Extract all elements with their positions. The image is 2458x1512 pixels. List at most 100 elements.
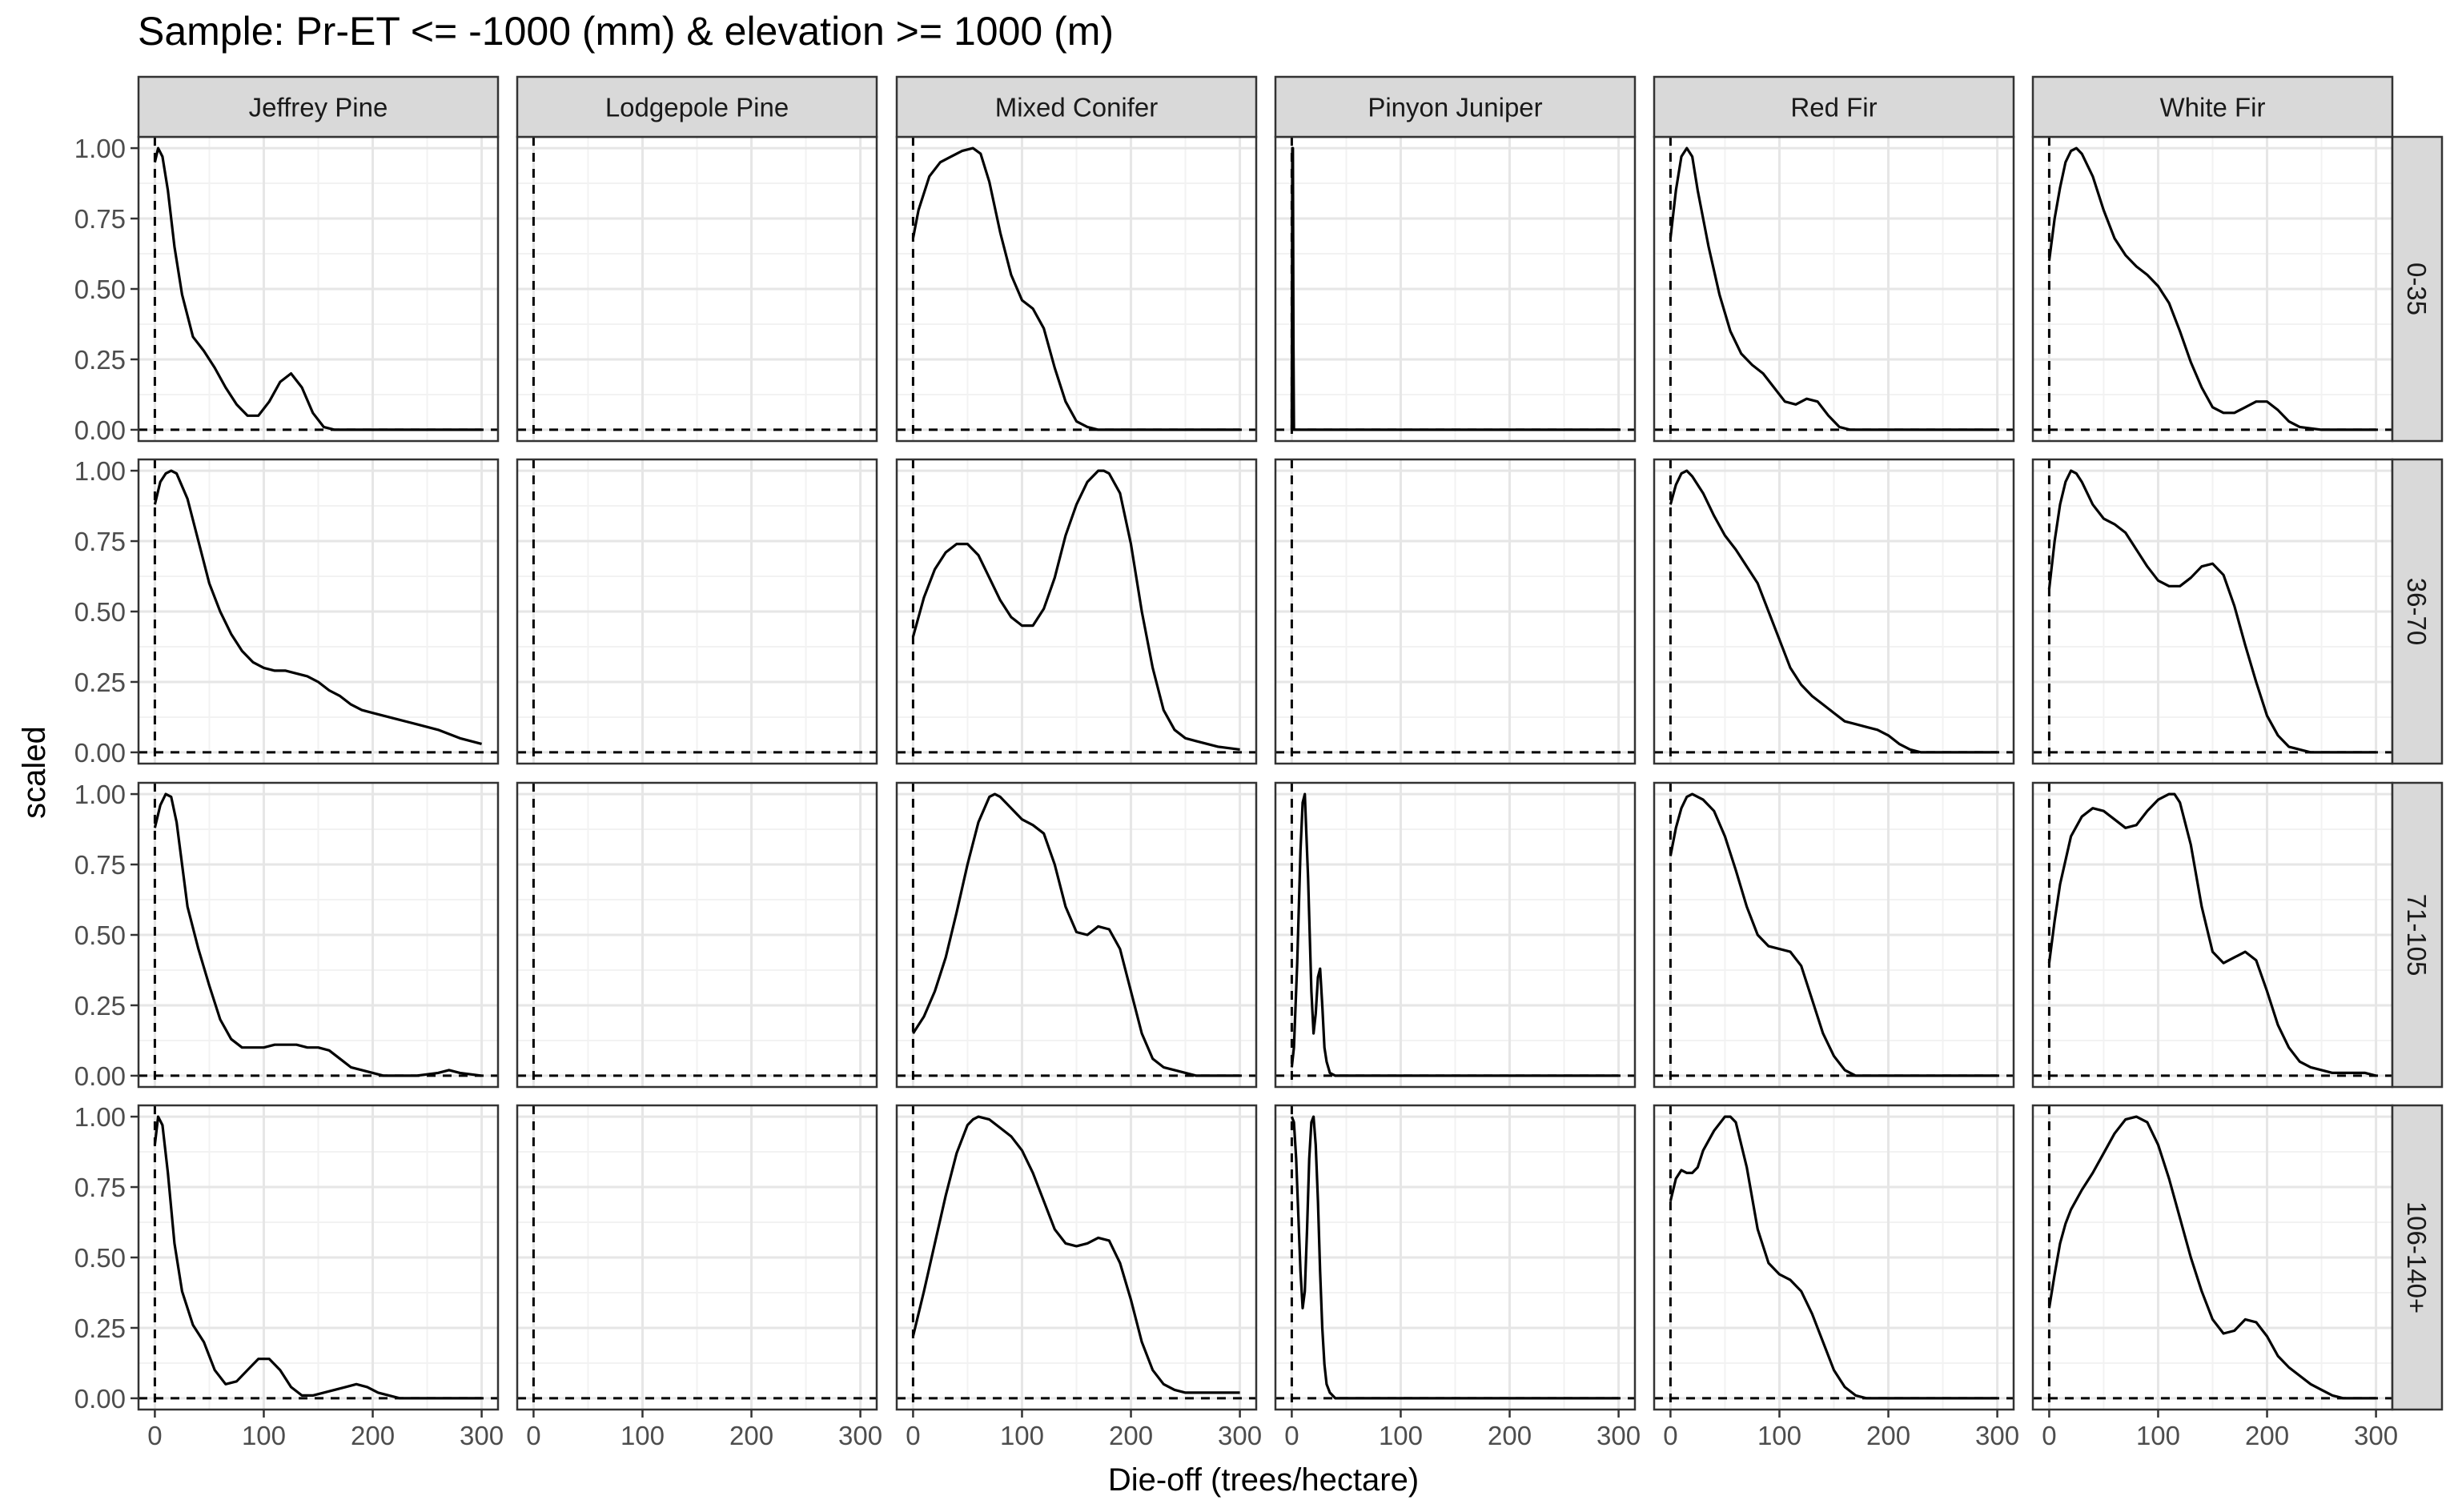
density-line-jeffrey-pine-106-140+ (153, 1115, 482, 1400)
column-strip-background (2031, 75, 2394, 138)
y-tick-label: 0.00 (74, 1061, 126, 1091)
row-strip-background (2391, 458, 2444, 765)
y-tick-label: 0.25 (74, 1313, 126, 1343)
facet-panel-r1-c2 (895, 458, 1258, 765)
facet-panel-r1-c3 (1274, 458, 1637, 765)
panel-border (895, 781, 1258, 1089)
facet-panel-r0-c0: 0.00 0.25 0.50 0.75 1.00 (74, 134, 500, 445)
facet-panel-r1-c4 (1653, 458, 2015, 765)
panel-border (1653, 1104, 2015, 1411)
panel-border (895, 458, 1258, 765)
y-axis-label: scaled (17, 726, 52, 819)
column-strip-jeffrey-pine: Jeffrey Pine (137, 75, 500, 138)
density-line-jeffrey-pine-0-35 (153, 146, 482, 431)
facet-panel-r3-c4: 0 100 200 300 (1653, 1104, 2019, 1450)
facet-panel-r0-c1 (516, 135, 878, 443)
facet-panel-r0-c2 (895, 135, 1258, 443)
density-line-mixed-conifer-71-105 (912, 792, 1240, 1077)
column-strip-background (137, 75, 500, 138)
column-strip-background (895, 75, 1258, 138)
density-line-pinyon-juniper-106-140+ (1290, 1115, 1619, 1400)
column-strip-mixed-conifer: Mixed Conifer (895, 75, 1258, 138)
y-tick-label: 1.00 (74, 780, 126, 809)
row-strip-label: 36-70 (2402, 578, 2432, 645)
panel-border (1274, 1104, 1637, 1411)
x-tick-label: 100 (1379, 1421, 1423, 1450)
panel-border (1653, 781, 2015, 1089)
column-strip-pinyon-juniper: Pinyon Juniper (1274, 75, 1637, 138)
facet-panel-r2-c3 (1274, 781, 1637, 1089)
panel-border (516, 1104, 878, 1411)
panel-border (1653, 458, 2015, 765)
facet-panel-r2-c4 (1653, 781, 2015, 1089)
column-strip-background (1653, 75, 2015, 138)
panel-border (895, 1104, 1258, 1411)
x-tick-label: 300 (1975, 1421, 2019, 1450)
x-axis-label: Die-off (trees/hectare) (1108, 1462, 1419, 1498)
y-tick-label: 1.00 (74, 134, 126, 163)
x-tick-label: 100 (1000, 1421, 1044, 1450)
facet-panel-r3-c1: 0 100 200 300 (516, 1104, 882, 1450)
x-tick-label: 300 (838, 1421, 882, 1450)
facet-panel-r2-c2 (895, 781, 1258, 1089)
panels-layer: 0.00 0.25 0.50 0.75 1.00 0-35 0.00 0.25 0.50 0.75… (74, 75, 2444, 1450)
density-line-mixed-conifer-106-140+ (911, 1115, 1240, 1394)
facet-panel-r3-c3: 0 100 200 300 (1274, 1104, 1641, 1450)
x-tick-label: 0 (906, 1421, 920, 1450)
facet-panel-r1-c1 (516, 458, 878, 765)
x-tick-label: 200 (1109, 1421, 1153, 1450)
density-line-red-fir-106-140+ (1669, 1115, 1998, 1400)
row-strip-106-140+: 106-140+ (2391, 1104, 2444, 1411)
density-line-white-fir-71-105 (2047, 792, 2376, 1077)
x-tick-label: 100 (1757, 1421, 1801, 1450)
x-tick-label: 0 (147, 1421, 162, 1450)
y-tick-label: 0.25 (74, 345, 126, 375)
row-strip-background (2391, 781, 2444, 1089)
y-tick-label: 0.25 (74, 668, 126, 697)
column-strip-label: Jeffrey Pine (249, 93, 388, 122)
x-tick-label: 300 (1218, 1421, 1262, 1450)
panel-border (516, 458, 878, 765)
facet-panel-r1-c5 (2031, 458, 2394, 765)
x-tick-label: 100 (242, 1421, 286, 1450)
facet-panel-r3-c2: 0 100 200 300 (895, 1104, 1262, 1450)
x-tick-label: 300 (460, 1421, 504, 1450)
y-tick-label: 0.50 (74, 920, 126, 950)
y-tick-label: 0.75 (74, 1173, 126, 1202)
facet-panel-r3-c0: 0.00 0.25 0.50 0.75 1.00 0 100 200 300 (74, 1102, 504, 1450)
facet-panel-r3-c5: 0 100 200 300 (2031, 1104, 2398, 1450)
y-tick-label: 0.75 (74, 204, 126, 234)
row-strip-label: 71-105 (2402, 894, 2432, 977)
x-tick-label: 300 (2354, 1421, 2398, 1450)
y-tick-label: 0.00 (74, 1384, 126, 1414)
density-line-red-fir-0-35 (1669, 146, 1998, 431)
x-tick-label: 200 (351, 1421, 395, 1450)
y-tick-label: 0.75 (74, 850, 126, 880)
density-line-red-fir-71-105 (1669, 792, 1998, 1077)
column-strip-label: Red Fir (1790, 93, 1877, 122)
row-strip-71-105: 71-105 (2391, 781, 2444, 1089)
column-strip-white-fir: White Fir (2031, 75, 2394, 138)
column-strip-lodgepole-pine: Lodgepole Pine (516, 75, 878, 138)
column-strip-label: Mixed Conifer (995, 93, 1159, 122)
row-strip-background (2391, 1104, 2444, 1411)
column-strip-label: Lodgepole Pine (605, 93, 789, 122)
density-line-white-fir-0-35 (2047, 146, 2376, 431)
panel-border (1274, 781, 1637, 1089)
y-tick-label: 1.00 (74, 456, 126, 486)
row-strip-label: 0-35 (2402, 263, 2432, 315)
y-tick-label: 0.25 (74, 991, 126, 1021)
row-strip-0-35: 0-35 (2391, 135, 2444, 443)
density-line-white-fir-106-140+ (2047, 1115, 2376, 1400)
y-tick-label: 0.50 (74, 1243, 126, 1273)
y-tick-label: 0.75 (74, 527, 126, 556)
y-tick-label: 0.00 (74, 738, 126, 768)
facet-panel-r2-c1 (516, 781, 878, 1089)
x-tick-label: 0 (2042, 1421, 2056, 1450)
density-line-mixed-conifer-36-70 (911, 469, 1240, 751)
x-tick-label: 200 (2245, 1421, 2289, 1450)
panel-border (516, 781, 878, 1089)
facet-panel-r0-c4 (1653, 135, 2015, 443)
density-line-jeffrey-pine-71-105 (153, 792, 482, 1077)
